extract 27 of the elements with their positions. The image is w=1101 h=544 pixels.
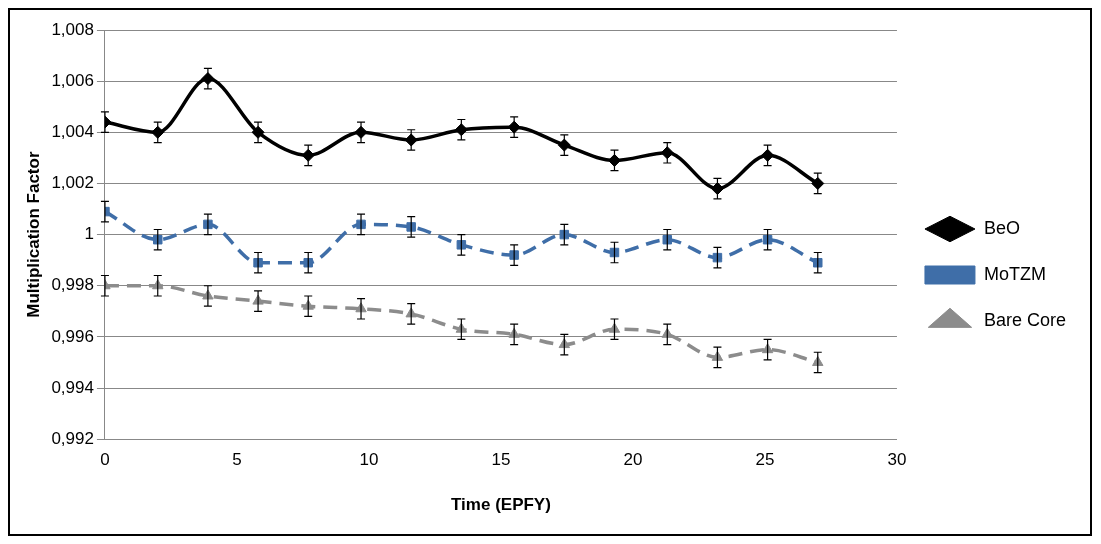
x-tick-label: 20 (623, 450, 643, 470)
point (454, 123, 468, 137)
y-tick-label: 1,004 (51, 121, 94, 141)
x-tick-label: 0 (100, 450, 110, 470)
point (761, 148, 775, 162)
y-tick-label: 1,002 (51, 173, 94, 193)
x-tick-label: 30 (887, 450, 907, 470)
y-tick-label: 0,994 (51, 377, 94, 397)
point (404, 133, 418, 147)
y-tick-label: 1,008 (51, 19, 94, 39)
x-axis-title: Time (EPFY) (451, 495, 551, 515)
y-tick-label: 1,006 (51, 70, 94, 90)
x-tick-label: 15 (491, 450, 511, 470)
y-axis-title: Multiplication Factor (23, 151, 43, 318)
x-tick-label: 10 (359, 450, 379, 470)
y-tick-label: 0,992 (51, 428, 94, 448)
point (301, 148, 315, 162)
legend-label: BeO (983, 217, 1020, 238)
y-tick-label: 1 (84, 224, 94, 244)
point (811, 176, 825, 190)
legend-label: MoTZM (983, 263, 1046, 284)
y-tick-label: 0,998 (51, 275, 94, 295)
x-tick-label: 5 (232, 450, 242, 470)
y-tick-label: 0,996 (51, 326, 94, 346)
point (557, 138, 571, 152)
legend-label: Bare Core (983, 309, 1067, 330)
x-tick-label: 25 (755, 450, 775, 470)
